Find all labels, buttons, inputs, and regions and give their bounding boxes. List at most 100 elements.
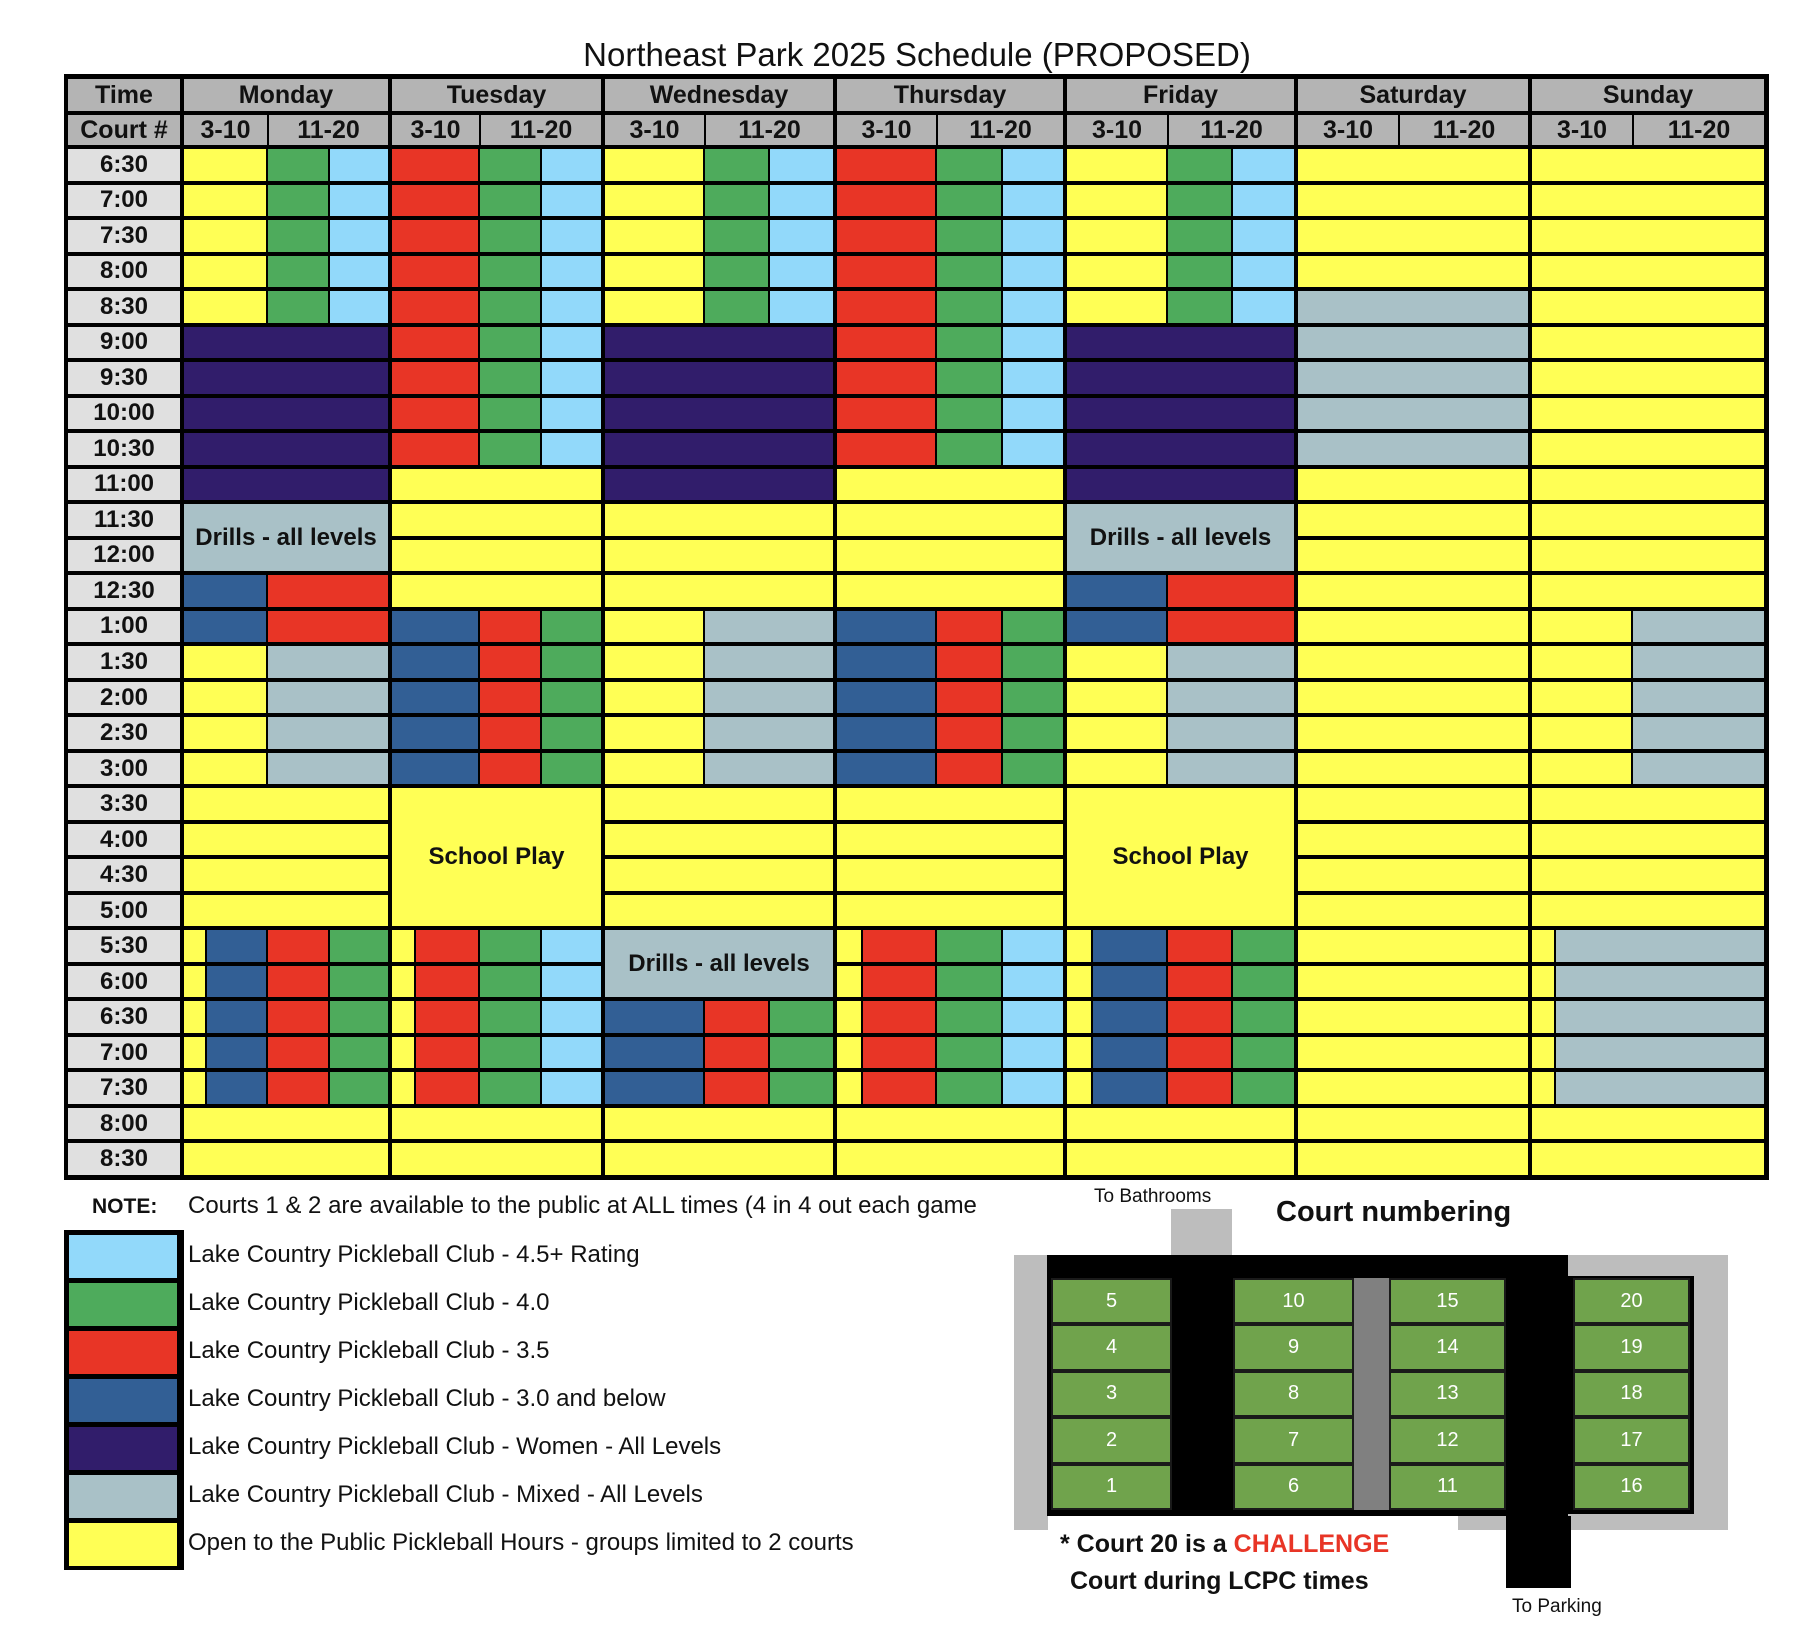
legend-swatch-g — [69, 1283, 177, 1326]
court-16: 16 — [1573, 1463, 1690, 1510]
schedule-cell-r — [416, 1036, 478, 1069]
legend-swatch-r — [69, 1331, 177, 1374]
schedule-cell-l — [542, 184, 601, 217]
schedule-cell-g — [937, 362, 1001, 394]
schedule-cell-p — [1067, 397, 1294, 430]
schedule-cell-y — [184, 646, 266, 678]
schedule-cell-g — [480, 965, 540, 998]
header-day-friday: Friday — [1067, 79, 1294, 111]
header-courts-11-20: 11-20 — [1400, 115, 1528, 145]
schedule-cell-r — [705, 1072, 768, 1104]
schedule-cell-y — [1532, 149, 1764, 181]
header-day-saturday: Saturday — [1298, 79, 1528, 111]
schedule-cell-y — [605, 291, 703, 323]
schedule-cell-r — [705, 1036, 768, 1069]
schedule-cell-l — [1233, 255, 1294, 288]
schedule-cell-b — [605, 1036, 703, 1069]
drills-block: Drills - all levels — [1067, 504, 1294, 572]
schedule-cell-y — [1532, 1107, 1764, 1140]
schedule-cell-y — [1067, 1143, 1294, 1175]
schedule-cell-l — [1003, 397, 1063, 430]
schedule-cell-y — [1067, 717, 1166, 749]
schedule-cell-l — [1233, 220, 1294, 252]
schedule-cell-g — [480, 1001, 540, 1033]
schedule-cell-y — [1532, 930, 1554, 962]
time-slot: 4:30 — [68, 859, 180, 891]
schedule-cell-y — [1532, 326, 1764, 359]
drills-block: Drills - all levels — [184, 504, 388, 572]
time-slot: 12:00 — [68, 539, 180, 572]
schedule-cell-y — [184, 1072, 205, 1104]
schedule-cell-m — [1298, 433, 1528, 465]
schedule-cell-y — [392, 1072, 414, 1104]
header-courts-3-10: 3-10 — [184, 115, 267, 145]
schedule-cell-b — [1067, 610, 1166, 643]
schedule-cell-y — [184, 149, 266, 181]
header-courts-11-20: 11-20 — [1634, 115, 1764, 145]
schedule-cell-l — [1003, 326, 1063, 359]
schedule-cell-y — [392, 1001, 414, 1033]
legend-swatch-p — [69, 1427, 177, 1470]
court-5: 5 — [1051, 1278, 1172, 1325]
schedule-cell-y — [837, 859, 1063, 891]
time-slot: 3:00 — [68, 752, 180, 785]
schedule-cell-p — [1067, 326, 1294, 359]
note-label: NOTE: — [92, 1195, 158, 1218]
schedule-cell-b — [837, 646, 935, 678]
schedule-cell-y — [1067, 752, 1166, 785]
schedule-cell-m — [1298, 362, 1528, 394]
schedule-cell-m — [1556, 1036, 1764, 1069]
schedule-cell-l — [330, 184, 388, 217]
time-slot: 11:30 — [68, 504, 180, 536]
legend-swatch-y — [69, 1523, 177, 1566]
schedule-cell-y — [1067, 149, 1166, 181]
schedule-cell-m — [1633, 681, 1764, 714]
page-title: Northeast Park 2025 Schedule (PROPOSED) — [583, 36, 1251, 73]
schedule-cell-y — [1532, 184, 1764, 217]
schedule-cell-y — [605, 539, 833, 572]
schedule-cell-y — [392, 575, 601, 607]
schedule-cell-m — [1168, 681, 1294, 714]
time-slot: 4:00 — [68, 823, 180, 856]
schedule-cell-l — [542, 291, 601, 323]
schedule-cell-y — [837, 504, 1063, 536]
schedule-cell-y — [184, 717, 266, 749]
schedule-cell-r — [1168, 965, 1231, 998]
schedule-cell-y — [1298, 681, 1528, 714]
schedule-cell-r — [937, 752, 1001, 785]
schedule-cell-b — [207, 930, 266, 962]
court-3: 3 — [1051, 1370, 1172, 1418]
footnote-prefix: * Court 20 is a — [1060, 1530, 1234, 1558]
schedule-cell-y — [1067, 220, 1166, 252]
schedule-cell-y — [605, 894, 833, 927]
schedule-cell-y — [1298, 1001, 1528, 1033]
schedule-cell-r — [863, 930, 935, 962]
schedule-cell-r — [268, 1072, 328, 1104]
schedule-cell-b — [1093, 1036, 1166, 1069]
schedule-cell-y — [1298, 1107, 1528, 1140]
schedule-cell-r — [937, 646, 1001, 678]
schedule-cell-g — [937, 1001, 1001, 1033]
schedule-cell-r — [392, 184, 478, 217]
header-courts-11-20: 11-20 — [481, 115, 601, 145]
schedule-cell-g — [1233, 1036, 1294, 1069]
schedule-cell-y — [605, 220, 703, 252]
header-day-monday: Monday — [184, 79, 388, 111]
schedule-cell-g — [330, 965, 388, 998]
schedule-cell-g — [1003, 717, 1063, 749]
schedule-cell-y — [1298, 930, 1528, 962]
schedule-cell-y — [605, 1143, 833, 1175]
time-slot: 7:00 — [68, 184, 180, 217]
schedule-cell-g — [480, 220, 540, 252]
schedule-cell-p — [1067, 362, 1294, 394]
schedule-cell-b — [207, 1072, 266, 1104]
time-slot: 9:00 — [68, 326, 180, 359]
schedule-cell-b — [392, 717, 478, 749]
schedule-cell-y — [605, 717, 703, 749]
schedule-cell-g — [937, 220, 1001, 252]
schedule-cell-m — [1168, 717, 1294, 749]
schedule-cell-b — [1093, 1001, 1166, 1033]
schedule-cell-l — [542, 397, 601, 430]
schedule-cell-y — [1532, 362, 1764, 394]
schedule-cell-y — [392, 1143, 601, 1175]
